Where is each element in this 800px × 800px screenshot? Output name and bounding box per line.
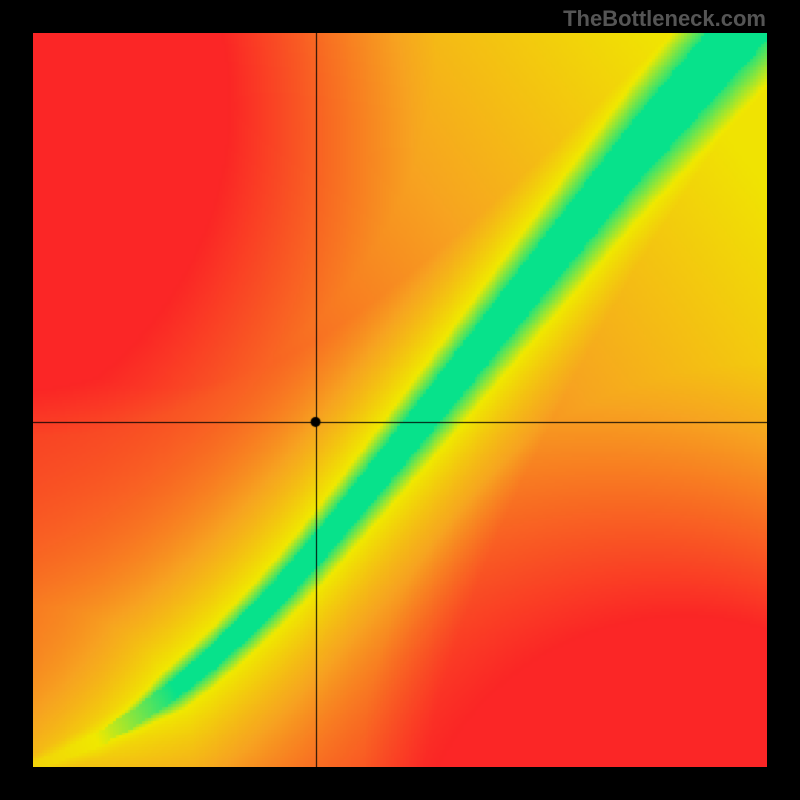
watermark-text: TheBottleneck.com [563, 6, 766, 32]
bottleneck-heatmap [33, 33, 767, 767]
chart-container: { "watermark": { "text": "TheBottleneck.… [0, 0, 800, 800]
